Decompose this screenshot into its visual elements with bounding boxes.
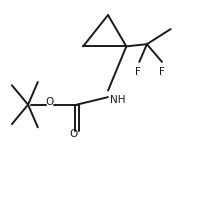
Text: F: F xyxy=(135,67,141,77)
Text: NH: NH xyxy=(110,95,125,105)
Text: O: O xyxy=(45,97,53,107)
Text: O: O xyxy=(69,129,78,139)
Text: F: F xyxy=(159,67,165,77)
